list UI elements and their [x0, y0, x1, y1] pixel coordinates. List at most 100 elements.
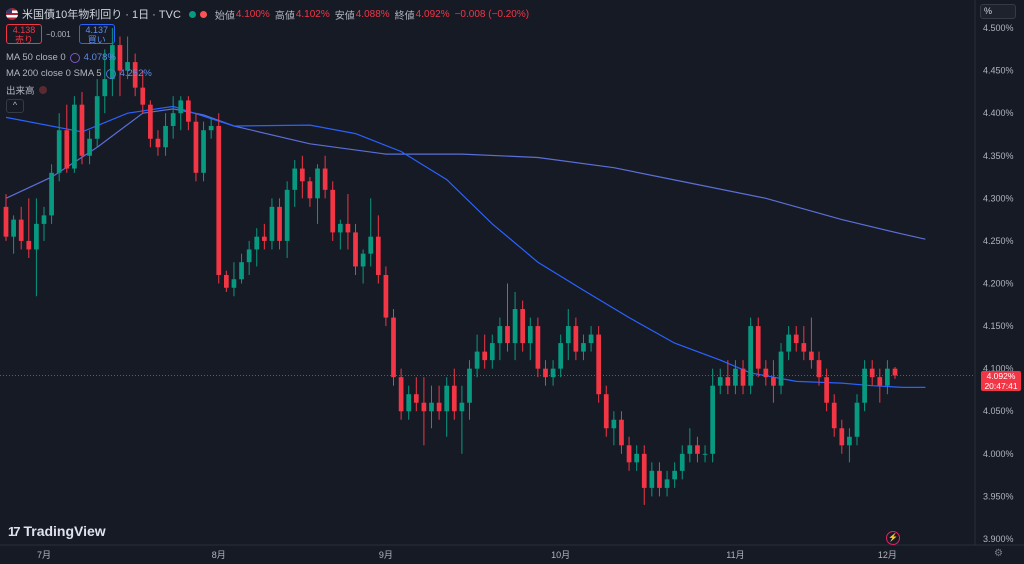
ma50-settings-icon[interactable]	[69, 52, 80, 63]
candle-body	[489, 343, 495, 361]
buy-button[interactable]: 4.137 買い	[78, 24, 115, 45]
candle-body	[345, 223, 351, 233]
candle-body	[223, 274, 229, 288]
candle	[375, 215, 381, 284]
candle-body	[117, 45, 123, 71]
candle	[284, 181, 290, 258]
sell-button[interactable]: 4.138 売り	[6, 24, 42, 45]
ma50-legend[interactable]: MA 50 close 0 4.078%	[6, 52, 116, 63]
symbol-legend[interactable]: 米国債10年物利回り · 1日 · TVC 始値 4.100% 高値 4.102…	[6, 6, 534, 22]
candle-body	[413, 394, 419, 403]
candle	[406, 385, 412, 420]
candle-body	[634, 453, 640, 463]
candle-body	[581, 343, 586, 352]
candle	[140, 70, 146, 114]
volume-legend[interactable]: 出来高	[6, 83, 47, 97]
candle-body	[148, 104, 153, 139]
candle	[778, 343, 784, 395]
candle	[132, 53, 138, 97]
candle	[596, 326, 602, 403]
candle	[315, 164, 320, 224]
bid-ask-panel: 4.138 売り −0.001 4.137 買い	[6, 24, 115, 45]
candle-body	[672, 470, 678, 480]
lightning-icon[interactable]: ⚡	[886, 531, 900, 545]
y-tick-label: 3.950%	[983, 491, 1014, 501]
candle-body	[573, 326, 579, 352]
candle	[231, 262, 237, 297]
candle	[72, 96, 77, 173]
candle	[755, 317, 761, 378]
candle	[345, 194, 351, 250]
candle-body	[755, 326, 761, 369]
candle	[208, 117, 214, 139]
candle-body	[406, 394, 412, 412]
ma200-settings-icon[interactable]	[105, 68, 116, 79]
candle-body	[322, 168, 328, 190]
candle-body	[125, 62, 130, 71]
candle	[292, 160, 298, 207]
candle-body	[854, 402, 860, 437]
candle-body	[847, 436, 852, 446]
high-value: 4.102%	[295, 8, 330, 20]
candle	[421, 377, 427, 446]
candle-body	[261, 236, 267, 241]
low-label: 安値	[334, 10, 355, 22]
candle-body	[763, 368, 769, 378]
y-tick-label: 4.400%	[983, 108, 1014, 118]
candle-body	[26, 240, 32, 250]
candle-body	[170, 113, 176, 126]
candle-body	[702, 453, 708, 455]
candle	[634, 445, 640, 471]
ma200-path	[5, 108, 926, 240]
candle	[786, 326, 791, 361]
candle-body	[132, 62, 138, 88]
candle-body	[482, 351, 488, 361]
candle-body	[79, 104, 85, 156]
candle	[831, 394, 837, 437]
candle	[862, 360, 867, 412]
candle-body	[748, 326, 753, 386]
x-tick-label: 12月	[878, 550, 897, 560]
candle	[239, 253, 244, 284]
candle	[102, 49, 108, 114]
tradingview-logo-icon: 17	[8, 523, 21, 539]
candle-body	[717, 377, 723, 386]
y-tick-label: 4.050%	[983, 406, 1014, 416]
candle	[216, 113, 222, 284]
open-value: 4.100%	[235, 8, 270, 20]
candle	[717, 368, 723, 395]
tradingview-logo[interactable]: 17 TradingView	[8, 523, 106, 539]
candle-body	[512, 309, 518, 344]
candle-body	[277, 206, 282, 241]
candle-body	[375, 236, 381, 275]
candle-body	[664, 479, 670, 488]
candle	[467, 360, 472, 420]
candle-body	[786, 334, 791, 352]
candle-body	[679, 453, 685, 471]
candle-body	[18, 219, 24, 241]
ma50-label: MA 50 close 0	[6, 52, 66, 63]
symbol-title[interactable]: 米国債10年物利回り · 1日 · TVC	[22, 9, 181, 21]
ma200-legend[interactable]: MA 200 close 0 SMA 5 4.252%	[6, 68, 152, 79]
candle	[49, 164, 54, 224]
y-tick-label: 4.250%	[983, 236, 1014, 246]
collapse-legend-button[interactable]: ^	[6, 99, 24, 113]
buy-price: 4.137	[85, 25, 108, 35]
settings-gear-icon[interactable]: ⚙	[994, 548, 1003, 559]
candle	[261, 223, 267, 250]
scale-mode-button[interactable]: %	[980, 4, 1016, 19]
volume-hidden-icon[interactable]	[38, 86, 47, 94]
candle-body	[497, 326, 503, 344]
candle	[56, 113, 62, 182]
candle-body	[809, 351, 814, 361]
candle-body	[254, 236, 260, 250]
candle	[626, 436, 632, 471]
candle-body	[687, 445, 693, 454]
candle	[649, 462, 655, 497]
candle-body	[246, 249, 252, 263]
candle-body	[588, 334, 594, 344]
candle-body	[208, 125, 214, 131]
candle	[41, 206, 47, 241]
candle-body	[337, 223, 343, 233]
